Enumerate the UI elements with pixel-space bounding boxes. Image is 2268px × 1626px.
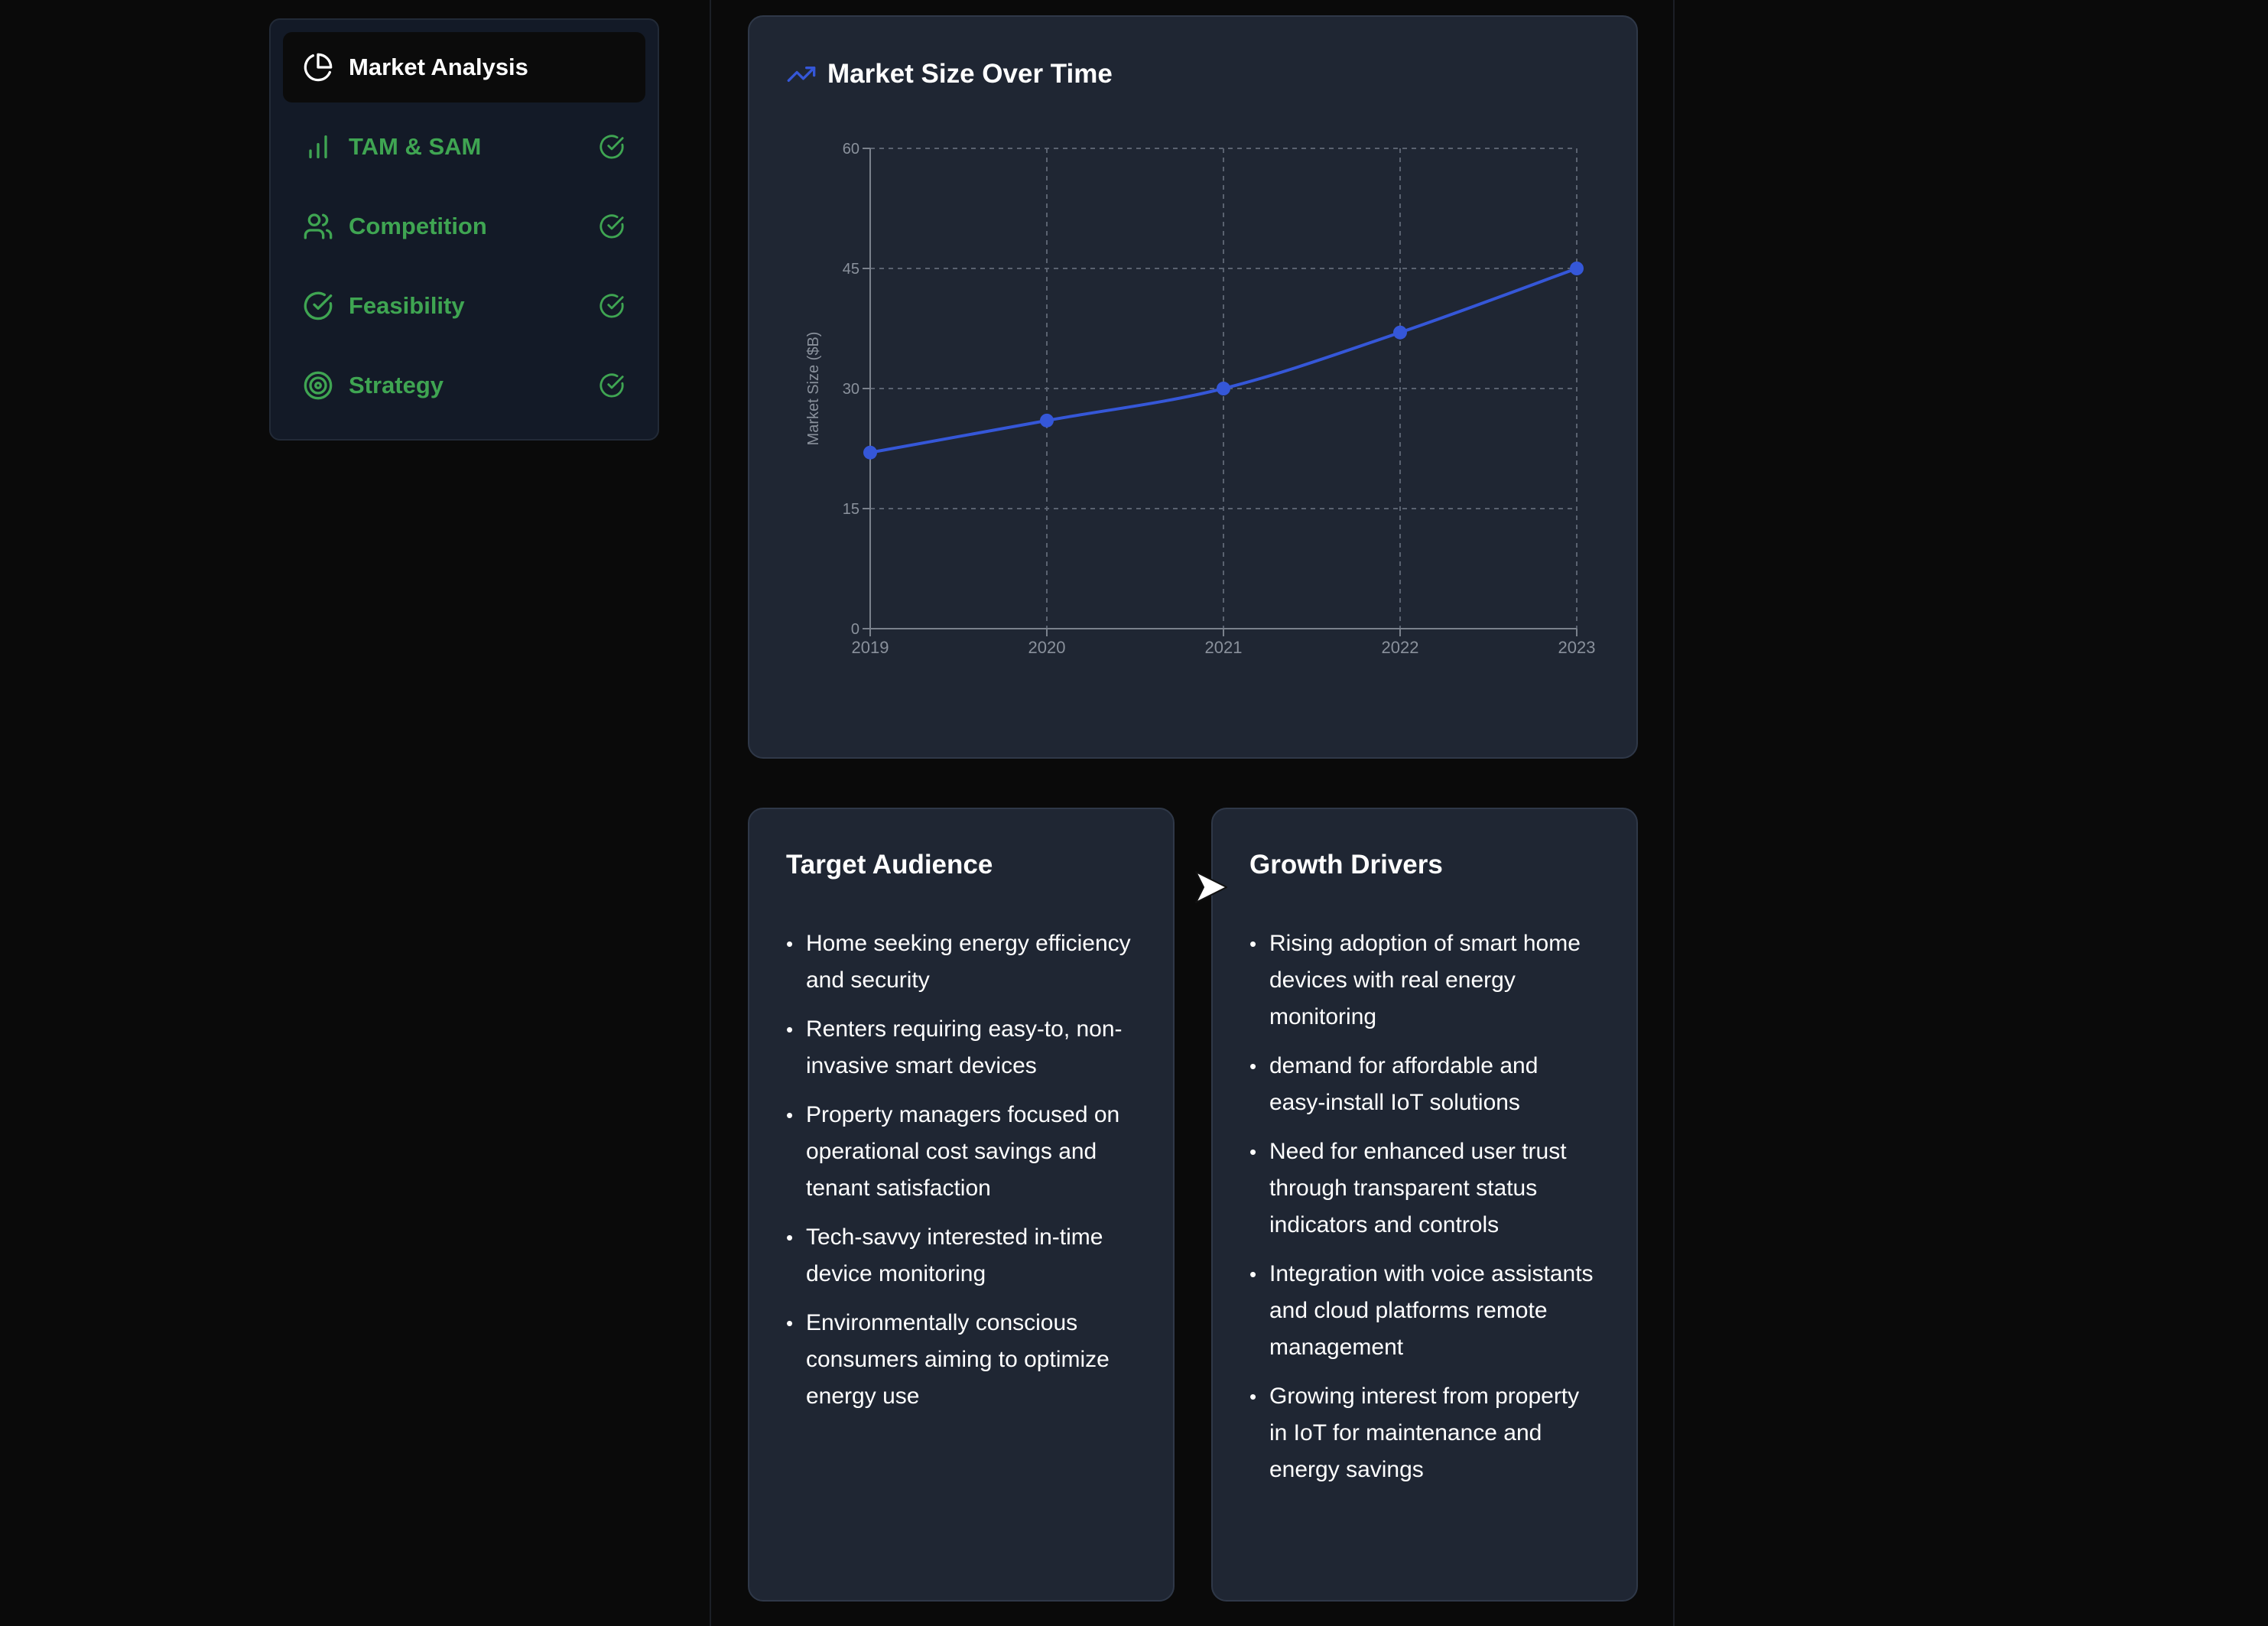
sidebar-item-market-analysis[interactable]: Market Analysis	[283, 32, 645, 102]
y-tick-label: 0	[851, 621, 859, 638]
sidebar-item-competition[interactable]: Competition	[283, 191, 645, 262]
market-size-chart-card: Market Size Over Time 0 15 30 45 60 2019 2020 2…	[748, 15, 1638, 759]
chart-header: Market Size Over Time	[786, 58, 1113, 90]
sidebar-nav: Market Analysis TAM & SAM Competition	[269, 18, 659, 441]
list-item: Home seeking energy efficiency and secur…	[786, 925, 1136, 999]
check-circle-icon	[598, 133, 625, 161]
list-item: demand for affordable and easy-install I…	[1249, 1048, 1600, 1121]
y-tick-label: 45	[843, 261, 859, 278]
sidebar-item-strategy[interactable]: Strategy	[283, 350, 645, 421]
x-tick-label: 2021	[1205, 638, 1243, 657]
target-audience-card: Target Audience Home seeking energy effi…	[748, 808, 1175, 1602]
y-axis-label: Market Size ($B)	[805, 332, 822, 446]
target-audience-list: Home seeking energy efficiency and secur…	[786, 925, 1136, 1415]
data-point	[1217, 382, 1230, 395]
list-item: Environmentally conscious consumers aimi…	[786, 1305, 1136, 1415]
trending-up-icon	[786, 58, 818, 90]
sidebar-item-label: TAM & SAM	[349, 133, 482, 160]
target-icon	[301, 369, 335, 402]
y-tick-label: 60	[843, 141, 859, 158]
list-item: Rising adoption of smart home devices wi…	[1249, 925, 1600, 1036]
sidebar-item-label: Market Analysis	[349, 54, 528, 80]
column-divider-right	[1673, 0, 1675, 1626]
list-item: Growing interest from property in IoT fo…	[1249, 1378, 1600, 1488]
mouse-cursor-icon	[1195, 871, 1227, 903]
list-item: Tech-savvy interested in-time device mon…	[786, 1219, 1136, 1293]
y-tick-label: 15	[843, 501, 859, 518]
sidebar-item-label: Feasibility	[349, 292, 465, 319]
data-point	[1570, 262, 1584, 275]
bar-chart-icon	[301, 130, 335, 164]
pie-chart-icon	[301, 50, 335, 84]
check-circle-icon	[301, 289, 335, 323]
list-item: Property managers focused on operational…	[786, 1097, 1136, 1207]
list-item: Need for enhanced user trust through tra…	[1249, 1133, 1600, 1244]
sidebar-item-label: Competition	[349, 213, 487, 239]
target-audience-title: Target Audience	[786, 850, 993, 880]
data-point	[863, 445, 877, 460]
users-icon	[301, 210, 335, 243]
sidebar-item-tam-sam[interactable]: TAM & SAM	[283, 112, 645, 182]
y-tick-label: 30	[843, 381, 859, 398]
x-tick-label: 2022	[1382, 638, 1419, 657]
x-tick-label: 2020	[1028, 638, 1066, 657]
check-circle-icon	[598, 292, 625, 320]
growth-drivers-card: Growth Drivers Rising adoption of smart …	[1211, 808, 1638, 1602]
growth-drivers-list: Rising adoption of smart home devices wi…	[1249, 925, 1600, 1488]
chart-title: Market Size Over Time	[827, 59, 1113, 89]
list-item: Integration with voice assistants and cl…	[1249, 1256, 1600, 1366]
growth-drivers-title: Growth Drivers	[1249, 850, 1443, 880]
sidebar-item-feasibility[interactable]: Feasibility	[283, 271, 645, 341]
check-circle-icon	[598, 213, 625, 240]
check-circle-icon	[598, 372, 625, 399]
data-point	[1040, 413, 1054, 428]
list-item: Renters requiring easy-to, non-invasive …	[786, 1011, 1136, 1085]
data-point	[1393, 325, 1407, 340]
x-tick-label: 2019	[852, 638, 889, 657]
market-size-line-chart: 0 15 30 45 60 2019 2020 2021 2022 2023 Market Size…	[805, 141, 1596, 657]
x-tick-label: 2023	[1558, 638, 1596, 657]
column-divider-left	[710, 0, 711, 1626]
sidebar-item-label: Strategy	[349, 372, 444, 398]
